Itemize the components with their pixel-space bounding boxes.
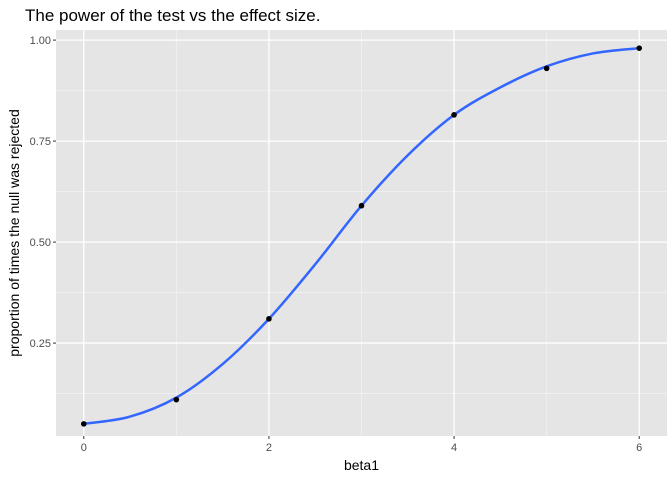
minor-grid [56,30,667,436]
y-axis-title: proportion of times the null was rejecte… [6,109,22,356]
data-point [636,45,643,51]
points-layer [80,45,643,427]
y-tick-label: 0.50 [30,237,51,249]
x-axis-title: beta1 [344,457,379,473]
x-tick-label: 4 [451,442,457,454]
y-tick-label: 0.75 [30,136,51,148]
data-point [80,421,87,427]
x-tick-label: 6 [636,442,642,454]
x-axis: 0 2 4 6 [81,436,642,454]
data-point [358,202,365,209]
y-tick-label: 1.00 [30,35,51,47]
y-tick-label: 0.25 [30,338,51,350]
major-grid [56,30,667,436]
data-point [266,316,272,322]
chart-title: The power of the test vs the effect size… [25,6,320,25]
x-tick-label: 2 [266,442,272,454]
data-point [543,65,550,72]
data-point [451,112,457,118]
x-tick-label: 0 [81,442,87,454]
y-axis: 0.25 0.50 0.75 1.00 [30,35,56,350]
data-point [173,396,180,403]
